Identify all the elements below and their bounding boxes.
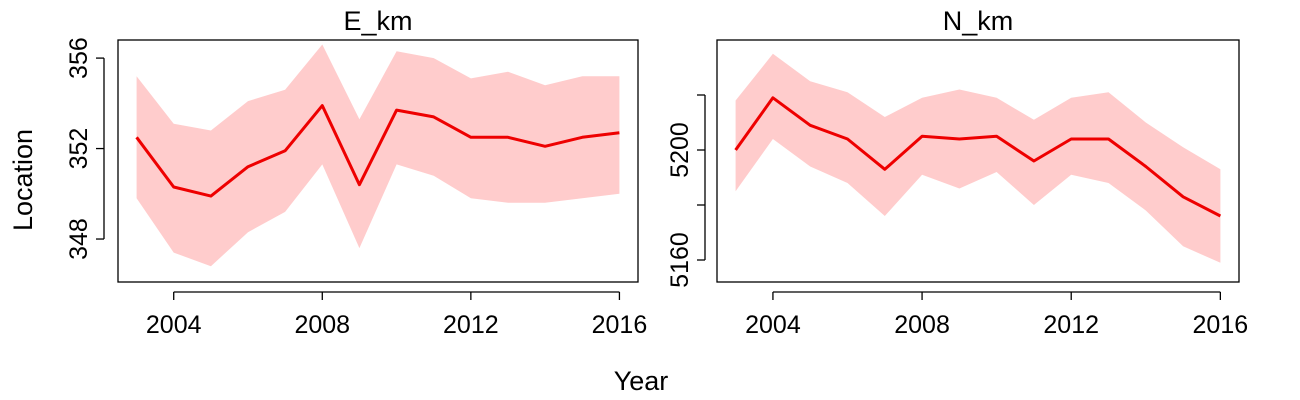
x-tick-label: 2008 xyxy=(294,311,350,339)
y-tick-label: 348 xyxy=(65,218,93,260)
x-tick-label: 2016 xyxy=(1193,311,1249,339)
series-line xyxy=(135,104,620,198)
plot-frame xyxy=(117,39,639,283)
x-tick-label: 2008 xyxy=(894,311,950,339)
panel-title: E_km xyxy=(343,6,412,36)
x-tick-label: 2012 xyxy=(1043,311,1099,339)
y-tick-label: 356 xyxy=(65,37,93,79)
x-tick-label: 2012 xyxy=(443,311,499,339)
y-tick-label: 352 xyxy=(65,128,93,170)
y-axis-label: Location xyxy=(8,129,38,231)
plot-frame xyxy=(716,39,1240,283)
panel-n-km: N_km 2004 2008 2012 2016 5160 5200 xyxy=(666,6,1248,339)
confidence-band xyxy=(735,53,1221,263)
x-tick-label: 2004 xyxy=(745,311,801,339)
y-tick-label: 5160 xyxy=(666,232,694,288)
x-axis-label: Year xyxy=(614,366,669,396)
x-tick-label: 2004 xyxy=(146,311,202,339)
series-line xyxy=(734,96,1222,218)
panel-e-km: E_km 2004 2008 2012 2016 348 352 356 xyxy=(65,6,647,339)
y-tick-label: 5200 xyxy=(666,122,694,178)
confidence-band xyxy=(136,44,620,267)
x-tick-label: 2016 xyxy=(592,311,648,339)
panel-title: N_km xyxy=(943,6,1014,36)
